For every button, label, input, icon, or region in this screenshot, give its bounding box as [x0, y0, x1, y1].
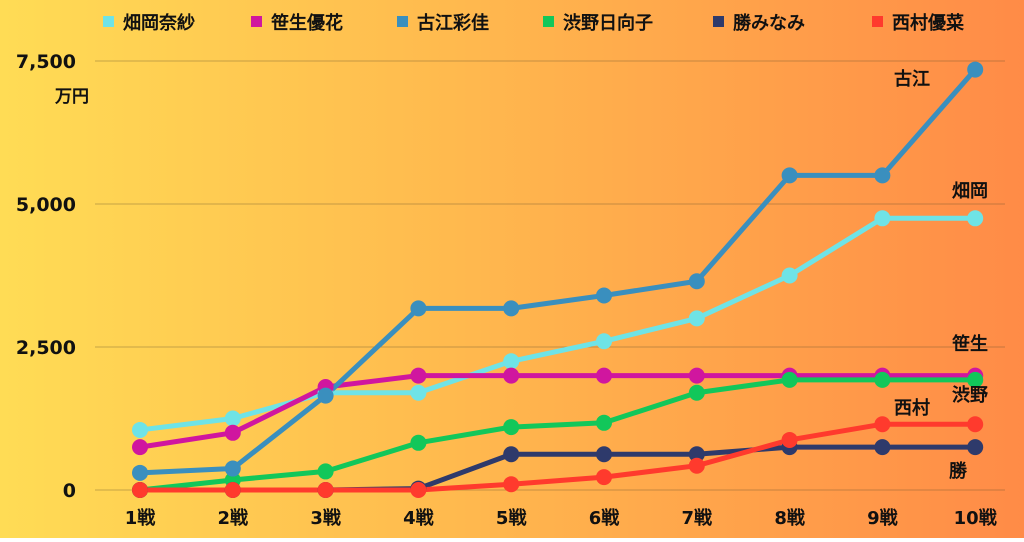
data-point: [874, 167, 891, 184]
series-markers: [132, 61, 984, 498]
y-tick-label: 5,000: [16, 194, 76, 216]
data-point: [967, 371, 984, 388]
data-point: [224, 460, 241, 477]
series-end-label: 西村: [894, 397, 930, 419]
data-point: [503, 353, 520, 370]
data-point: [781, 371, 798, 388]
data-point: [781, 167, 798, 184]
data-point: [410, 434, 427, 451]
data-point: [503, 476, 520, 493]
data-point: [596, 469, 612, 486]
series-end-label: 渋野: [952, 384, 988, 406]
x-tick-label: 3戦: [310, 507, 342, 529]
legend-label: 勝みなみ: [733, 12, 805, 34]
x-tick-label: 1戦: [125, 507, 157, 529]
series-lines: [137, 67, 978, 493]
series-line-4: [137, 444, 978, 493]
data-point: [688, 367, 705, 384]
data-point: [874, 210, 891, 227]
data-point: [317, 482, 334, 498]
y-axis: 0 2,500 5,000 7,500: [16, 51, 76, 502]
data-point: [688, 273, 705, 290]
legend: 畑岡奈紗 笹生優花 古江彩佳 渋野日向子 勝みなみ 西村優菜: [103, 12, 964, 34]
y-tick-label: 7,500: [16, 51, 76, 73]
legend-swatch: [713, 16, 724, 27]
data-point: [688, 310, 705, 327]
data-point: [410, 384, 427, 401]
legend-swatch: [251, 16, 262, 27]
x-axis: 1戦 2戦 3戦 4戦 5戦 6戦 7戦 8戦 9戦 10戦: [125, 507, 998, 529]
data-point: [596, 414, 612, 431]
x-tick-label: 7戦: [682, 507, 714, 529]
data-point: [688, 446, 705, 463]
legend-swatch: [872, 16, 883, 27]
data-point: [596, 333, 612, 350]
data-point: [317, 387, 334, 404]
x-tick-label: 2戦: [218, 507, 250, 529]
x-tick-label: 6戦: [589, 507, 621, 529]
data-point: [132, 482, 148, 498]
data-point: [224, 424, 241, 441]
data-point: [781, 431, 798, 448]
series-line-5: [137, 421, 978, 493]
data-point: [132, 439, 148, 456]
data-point: [503, 419, 520, 436]
x-tick-label: 4戦: [403, 507, 435, 529]
data-point: [967, 61, 984, 78]
data-point: [596, 446, 612, 463]
legend-label: 西村優菜: [892, 12, 964, 34]
data-point: [874, 416, 891, 433]
data-point: [874, 439, 891, 456]
data-point: [132, 421, 148, 438]
data-point: [781, 267, 798, 284]
data-point: [410, 300, 427, 317]
legend-label: 古江彩佳: [417, 12, 489, 34]
legend-swatch: [543, 16, 554, 27]
series-line-0: [137, 215, 978, 433]
y-tick-label: 0: [63, 480, 76, 502]
data-point: [224, 482, 241, 498]
data-point: [410, 367, 427, 384]
series-end-label: 畑岡: [952, 181, 988, 202]
legend-label: 渋野日向子: [563, 12, 653, 34]
x-tick-label: 10戦: [954, 507, 998, 529]
data-point: [967, 210, 984, 227]
x-tick-label: 9戦: [867, 507, 899, 529]
data-point: [967, 416, 984, 433]
legend-swatch: [397, 16, 408, 27]
series-end-label: 古江: [894, 68, 930, 90]
data-point: [317, 463, 334, 480]
data-point: [503, 367, 520, 384]
data-point: [410, 482, 427, 498]
legend-label: 畑岡奈紗: [123, 12, 195, 34]
data-point: [224, 410, 241, 427]
data-point: [967, 439, 984, 456]
legend-label: 笹生優花: [271, 12, 343, 34]
data-point: [688, 457, 705, 474]
series-line-3: [137, 377, 978, 493]
data-point: [503, 300, 520, 317]
data-point: [874, 371, 891, 388]
series-line-2: [137, 67, 978, 476]
data-point: [688, 384, 705, 401]
data-point: [503, 446, 520, 463]
data-point: [132, 464, 148, 481]
data-point: [596, 367, 612, 384]
series-line-1: [137, 373, 978, 450]
series-end-label: 勝: [949, 460, 968, 482]
gridlines: [95, 60, 1005, 491]
series-end-label: 笹生: [952, 333, 988, 355]
y-tick-label: 2,500: [16, 337, 76, 359]
data-point: [596, 287, 612, 304]
legend-swatch: [103, 16, 114, 27]
x-tick-label: 8戦: [774, 507, 806, 529]
y-axis-unit: 万円: [54, 87, 89, 107]
x-tick-label: 5戦: [496, 507, 528, 529]
